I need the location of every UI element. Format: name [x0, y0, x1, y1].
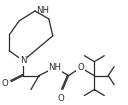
Text: NH: NH: [48, 63, 61, 72]
Text: N: N: [20, 56, 26, 65]
Text: O: O: [77, 63, 84, 72]
Text: O: O: [57, 94, 64, 102]
Text: NH: NH: [36, 6, 49, 15]
Text: O: O: [2, 79, 8, 88]
